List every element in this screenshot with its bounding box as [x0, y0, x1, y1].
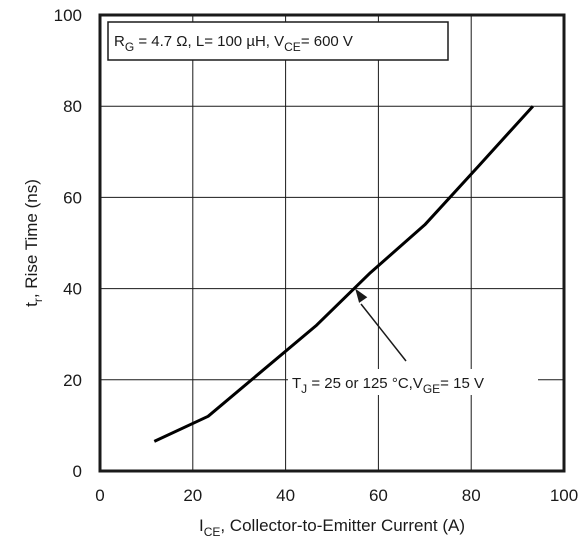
- series-line: [153, 105, 535, 443]
- y-tick-label-3: 60: [63, 188, 82, 207]
- y-axis-label: tr, Rise Time (ns): [22, 179, 45, 307]
- y-tick-label-0: 0: [73, 462, 82, 481]
- x-axis-label: ICE, Collector-to-Emitter Current (A): [199, 516, 465, 539]
- x-tick-label-5: 100: [550, 486, 578, 505]
- x-tick-label-0: 0: [95, 486, 104, 505]
- x-tick-label-3: 60: [369, 486, 388, 505]
- y-tick-label-2: 40: [63, 280, 82, 299]
- annotation-leader: [360, 303, 407, 362]
- conditions-text: RG = 4.7 Ω, L= 100 µH, VCE= 600 V: [114, 33, 353, 54]
- x-tick-label-4: 80: [462, 486, 481, 505]
- grid: [100, 15, 564, 471]
- y-tick-labels: 0 20 40 60 80 100: [54, 6, 82, 481]
- y-tick-label-1: 20: [63, 371, 82, 390]
- plot-frame: [98, 13, 566, 473]
- annotation-text: TJ = 25 or 125 °C,VGE= 15 V: [292, 375, 484, 396]
- x-tick-labels: 0 20 40 60 80 100: [95, 486, 578, 505]
- annotation-mask: [288, 369, 538, 395]
- y-tick-label-4: 80: [63, 97, 82, 116]
- x-tick-label-1: 20: [183, 486, 202, 505]
- annotation-arrowhead: [355, 288, 368, 303]
- conditions-box: [107, 21, 449, 61]
- x-tick-label-2: 40: [276, 486, 295, 505]
- y-tick-label-5: 100: [54, 6, 82, 25]
